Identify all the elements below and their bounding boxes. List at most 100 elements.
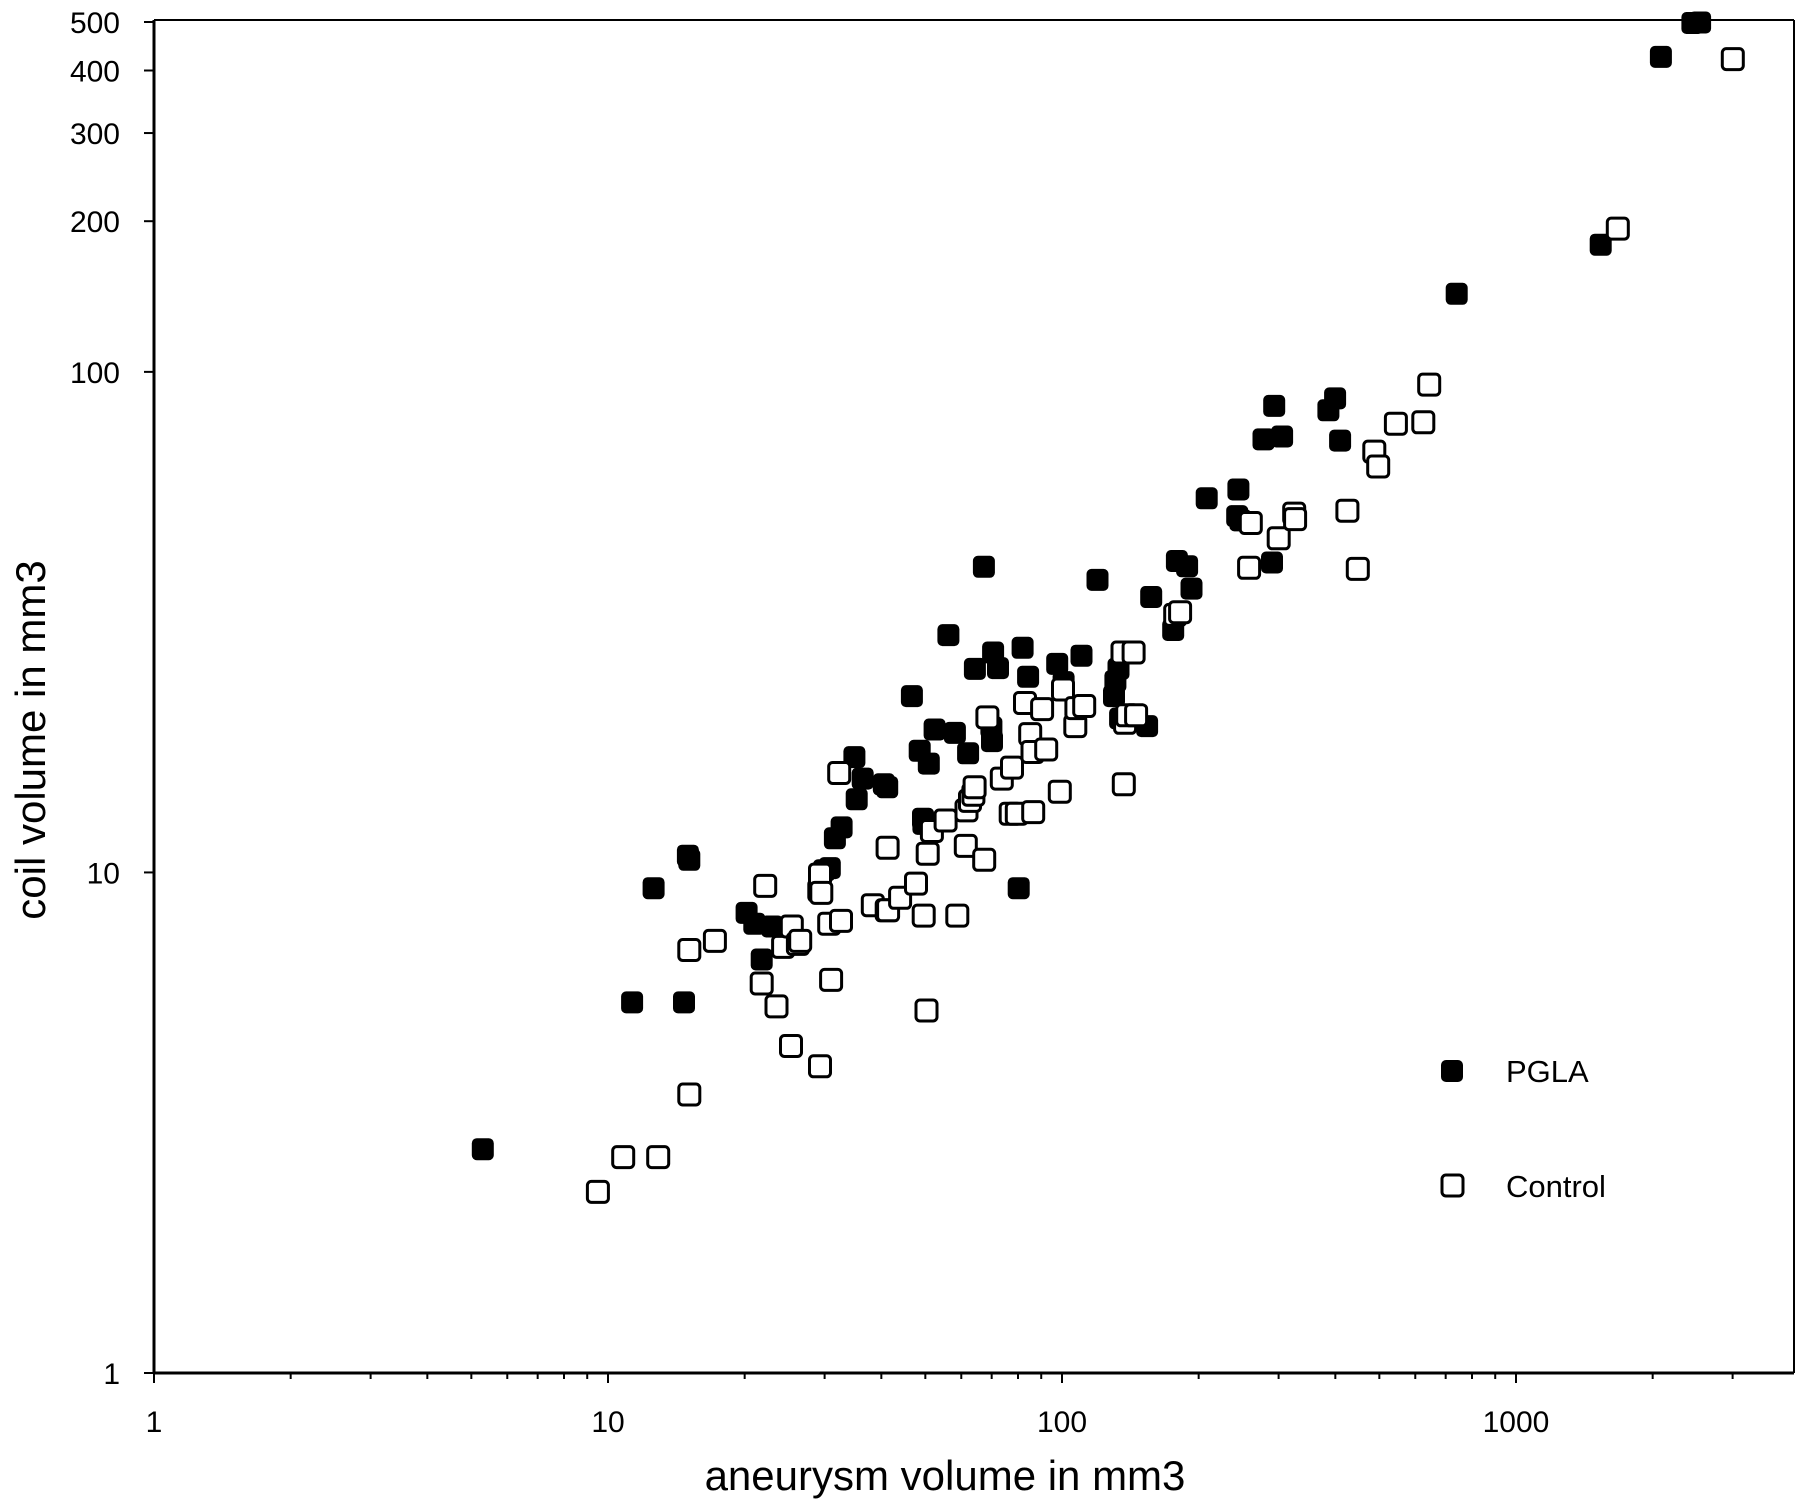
pgla-point-66 — [1689, 11, 1712, 34]
pgla-point-40 — [1086, 568, 1109, 591]
control-point-27 — [904, 871, 928, 896]
pgla-point-53 — [1227, 478, 1250, 501]
control-point-66 — [1266, 526, 1291, 551]
control-point-39 — [972, 847, 997, 872]
control-point-34 — [953, 833, 978, 858]
pgla-point-19 — [900, 685, 923, 708]
control-point-51 — [1047, 779, 1072, 804]
control-point-32 — [933, 808, 958, 833]
pgla-point-2 — [642, 877, 665, 900]
control-point-28 — [911, 903, 936, 928]
control-point-52 — [1051, 677, 1075, 702]
pgla-point-35 — [1011, 636, 1034, 659]
control-point-20 — [827, 761, 852, 785]
pgla-point-1 — [621, 991, 644, 1014]
pgla-point-3 — [673, 991, 695, 1014]
pgla-point-46 — [1140, 586, 1163, 608]
control-point-33 — [945, 903, 970, 928]
pgla-point-25 — [937, 624, 960, 647]
y-axis-ticks: 1 10 100 200 300 400 500 — [70, 7, 154, 1391]
y-tick-label-1: 1 — [103, 1358, 120, 1391]
control-point-3 — [677, 938, 702, 962]
control-point-76 — [1605, 216, 1630, 241]
pgla-point-50 — [1180, 577, 1203, 600]
control-point-7 — [753, 873, 778, 898]
x-tick-label-1000: 1000 — [1483, 1406, 1550, 1439]
control-point-24 — [875, 835, 900, 860]
control-point-15 — [808, 1054, 832, 1079]
pgla-point-33 — [987, 657, 1009, 680]
control-point-2 — [646, 1145, 671, 1170]
control-point-10 — [779, 1034, 803, 1058]
pgla-point-27 — [957, 742, 980, 765]
control-point-49 — [1030, 697, 1055, 722]
pgla-point-31 — [981, 730, 1003, 753]
x-tick-label-100: 100 — [1037, 1406, 1087, 1439]
pgla-point-63 — [1589, 233, 1612, 256]
pgla-point-36 — [1017, 665, 1040, 688]
control-point-65 — [1238, 511, 1263, 535]
pgla-point-34 — [1007, 877, 1030, 900]
pgla-point-55 — [1252, 428, 1275, 451]
pgla-point-5 — [678, 848, 701, 871]
pgla-point-16 — [851, 767, 874, 790]
x-tick-label-1: 1 — [146, 1406, 163, 1439]
pgla-point-13 — [830, 816, 853, 839]
control-point-50 — [1034, 737, 1059, 762]
y-tick-label-100: 100 — [70, 357, 120, 390]
control-point-73 — [1383, 411, 1408, 436]
x-axis-title: aneurysm volume in mm3 — [705, 1452, 1186, 1499]
control-point-69 — [1335, 498, 1360, 523]
control-point-0 — [585, 1179, 610, 1204]
legend-label-pgla: PGLA — [1506, 1054, 1589, 1089]
control-point-63 — [1168, 600, 1193, 625]
legend-label-control: Control — [1506, 1169, 1606, 1204]
control-point-75 — [1417, 372, 1442, 397]
control-point-60 — [1121, 640, 1146, 665]
control-point-1 — [611, 1145, 636, 1170]
pgla-point-0 — [471, 1138, 494, 1161]
y-tick-label-300: 300 — [70, 118, 120, 151]
pgla-point-37 — [1046, 652, 1069, 675]
control-point-19 — [819, 967, 844, 992]
control-point-30 — [915, 841, 940, 866]
legend-marker-control — [1440, 1173, 1465, 1198]
pgla-point-60 — [1324, 387, 1347, 410]
y-tick-label-10: 10 — [87, 857, 120, 890]
pgla-point-23 — [917, 752, 940, 775]
control-point-4 — [677, 1082, 702, 1107]
control-point-74 — [1411, 410, 1436, 435]
pgla-point-64 — [1649, 45, 1672, 68]
data-points — [471, 11, 1745, 1204]
pgla-point-24 — [923, 718, 946, 741]
pgla-point-26 — [943, 721, 966, 744]
pgla-point-29 — [972, 555, 995, 578]
pgla-point-61 — [1329, 429, 1352, 452]
pgla-point-58 — [1271, 425, 1294, 448]
pgla-point-18 — [876, 776, 899, 799]
y-tick-label-200: 200 — [70, 206, 120, 239]
control-point-64 — [1237, 555, 1262, 580]
control-point-77 — [1720, 47, 1745, 72]
control-point-48 — [1021, 800, 1046, 825]
pgla-point-15 — [845, 788, 868, 811]
control-point-72 — [1366, 454, 1391, 479]
control-point-55 — [1072, 694, 1097, 718]
y-tick-label-400: 400 — [70, 56, 120, 89]
control-point-57 — [1111, 772, 1136, 797]
pgla-point-14 — [843, 746, 866, 769]
pgla-point-51 — [1195, 487, 1218, 510]
control-point-21 — [829, 908, 853, 933]
control-point-38 — [962, 775, 987, 800]
control-point-40 — [975, 705, 1000, 730]
control-point-70 — [1345, 556, 1370, 581]
y-tick-label-500: 500 — [70, 7, 120, 40]
control-point-8 — [764, 994, 789, 1019]
control-point-13 — [788, 928, 813, 953]
x-axis-ticks: 1 10 100 1000 — [146, 1373, 1734, 1439]
x-tick-label-10: 10 — [591, 1406, 624, 1439]
y-axis-title: coil volume in mm3 — [7, 560, 54, 919]
pgla-point-28 — [963, 657, 986, 680]
